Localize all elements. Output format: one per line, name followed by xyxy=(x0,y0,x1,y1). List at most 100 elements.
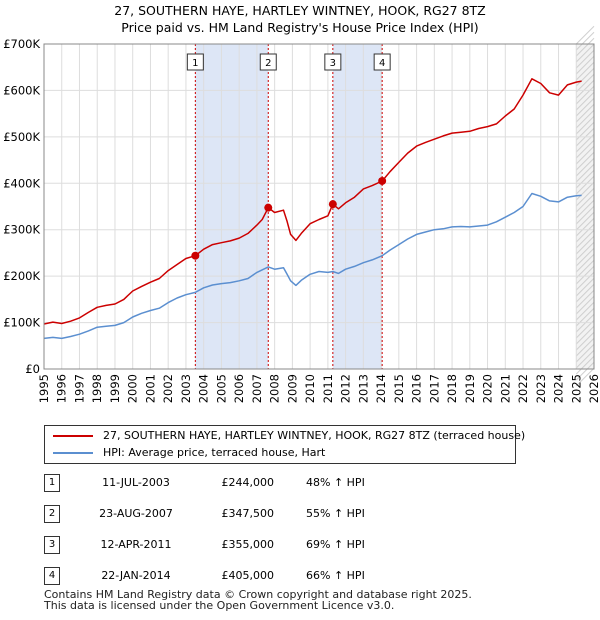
x-tick-label: 2018 xyxy=(445,374,459,403)
sale-label: 3 xyxy=(330,58,336,69)
x-tick-label: 2015 xyxy=(392,374,406,403)
x-tick-label: 2026 xyxy=(587,374,600,403)
forecast-hatch xyxy=(575,235,595,255)
forecast-hatch xyxy=(575,67,595,87)
forecast-hatch xyxy=(575,145,595,165)
x-tick-label: 2013 xyxy=(356,374,370,403)
forecast-hatch xyxy=(575,169,595,189)
table-row: 2 23-AUG-2007 £347,500 55% ↑ HPI xyxy=(44,504,424,535)
legend-label-hpi: HPI: Average price, terraced house, Hart xyxy=(103,446,326,459)
y-tick-label: £300K xyxy=(3,223,40,237)
x-tick-label: 2005 xyxy=(214,374,228,403)
series-line xyxy=(43,78,582,325)
forecast-hatch xyxy=(575,343,595,363)
forecast-hatch xyxy=(575,25,595,45)
x-tick-label: 2010 xyxy=(303,374,317,403)
forecast-hatch xyxy=(575,109,595,129)
forecast-hatch xyxy=(575,211,595,231)
x-tick-label: 2008 xyxy=(268,374,282,403)
y-tick-label: £600K xyxy=(3,83,40,97)
sale-label: 2 xyxy=(265,58,271,69)
legend-swatch-hpi xyxy=(53,452,93,454)
forecast-hatch xyxy=(575,289,595,309)
title-line-1: 27, SOUTHERN HAYE, HARTLEY WINTNEY, HOOK… xyxy=(114,3,486,18)
x-tick-label: 2009 xyxy=(285,374,299,403)
forecast-hatch xyxy=(575,187,595,207)
sale-date: 22-JAN-2014 xyxy=(101,569,171,582)
footer-copyright: Contains HM Land Registry data © Crown c… xyxy=(44,588,472,601)
forecast-hatch xyxy=(575,73,595,93)
y-tick-label: £400K xyxy=(3,176,40,190)
forecast-hatch xyxy=(575,91,595,111)
forecast-hatch xyxy=(575,265,595,285)
sale-point xyxy=(264,203,273,212)
forecast-hatch xyxy=(575,217,595,237)
forecast-hatch xyxy=(575,229,595,249)
forecast-hatch xyxy=(575,223,595,243)
forecast-hatch xyxy=(575,61,595,81)
sale-point xyxy=(328,200,337,209)
forecast-hatch xyxy=(575,277,595,297)
sale-date: 23-AUG-2007 xyxy=(99,507,173,520)
legend: 27, SOUTHERN HAYE, HARTLEY WINTNEY, HOOK… xyxy=(44,425,525,464)
forecast-hatch xyxy=(575,361,595,381)
sale-price: £405,000 xyxy=(221,569,275,582)
x-tick-label: 2014 xyxy=(374,374,388,403)
sale-hpi-change: 48% ↑ HPI xyxy=(306,476,365,489)
y-tick-label: £0 xyxy=(25,362,40,376)
legend-item-property: 27, SOUTHERN HAYE, HARTLEY WINTNEY, HOOK… xyxy=(53,428,525,444)
legend-item-hpi: HPI: Average price, terraced house, Hart xyxy=(53,445,325,461)
forecast-hatch xyxy=(575,205,595,225)
forecast-hatch xyxy=(575,337,595,357)
sale-number-badge: 2 xyxy=(44,505,60,523)
x-tick-label: 2021 xyxy=(498,374,512,403)
forecast-hatch xyxy=(575,355,595,375)
forecast-hatch xyxy=(575,55,595,75)
forecast-hatch xyxy=(575,199,595,219)
forecast-hatch xyxy=(575,157,595,177)
x-tick-label: 1999 xyxy=(108,374,122,403)
price-chart: 1 2 3 4 £0 £100K £200K £300K £400K £500K £600K £700… xyxy=(3,25,600,403)
x-tick-label: 2003 xyxy=(179,374,193,403)
sale-point xyxy=(378,176,387,185)
forecast-hatch xyxy=(575,151,595,171)
plot-frame xyxy=(43,43,595,370)
forecast-hatch xyxy=(575,139,595,159)
forecast-hatch xyxy=(575,271,595,291)
forecast-hatch xyxy=(575,331,595,351)
table-row: 3 12-APR-2011 £355,000 69% ↑ HPI xyxy=(44,535,424,566)
sale-number-badge: 1 xyxy=(44,474,60,492)
y-tick-label: £200K xyxy=(3,269,40,283)
forecast-hatch xyxy=(575,301,595,321)
forecast-region xyxy=(576,44,594,369)
table-row: 4 22-JAN-2014 £405,000 66% ↑ HPI xyxy=(44,566,424,597)
forecast-hatch xyxy=(575,247,595,267)
x-tick-label: 2017 xyxy=(427,374,441,403)
forecast-hatch xyxy=(575,253,595,273)
legend-label-property: 27, SOUTHERN HAYE, HARTLEY WINTNEY, HOOK… xyxy=(103,429,526,442)
legend-swatch-property xyxy=(53,435,93,437)
sale-price: £244,000 xyxy=(221,476,275,489)
sale-hpi-change: 69% ↑ HPI xyxy=(306,538,365,551)
sale-price: £347,500 xyxy=(221,507,275,520)
chart-title: 27, SOUTHERN HAYE, HARTLEY WINTNEY, HOOK… xyxy=(0,2,600,36)
forecast-hatch xyxy=(575,193,595,213)
x-tick-label: 2024 xyxy=(552,374,566,403)
x-tick-label: 1995 xyxy=(37,374,51,403)
forecast-hatch xyxy=(575,313,595,333)
footer-licence: This data is licensed under the Open Gov… xyxy=(44,599,395,612)
x-tick-label: 2004 xyxy=(197,374,211,403)
forecast-hatch xyxy=(575,319,595,339)
sale-hpi-change: 66% ↑ HPI xyxy=(306,569,365,582)
title-line-2: Price paid vs. HM Land Registry's House … xyxy=(121,20,479,35)
x-tick-label: 2006 xyxy=(232,374,246,403)
forecast-hatch xyxy=(575,367,595,387)
x-tick-label: 2000 xyxy=(126,374,140,403)
forecast-hatch xyxy=(575,295,595,315)
sale-label-box xyxy=(186,53,204,71)
x-tick-label: 2020 xyxy=(481,374,495,403)
forecast-hatch xyxy=(575,97,595,117)
x-tick-label: 2019 xyxy=(463,374,477,403)
sale-date: 12-APR-2011 xyxy=(100,538,172,551)
forecast-hatch xyxy=(575,241,595,261)
